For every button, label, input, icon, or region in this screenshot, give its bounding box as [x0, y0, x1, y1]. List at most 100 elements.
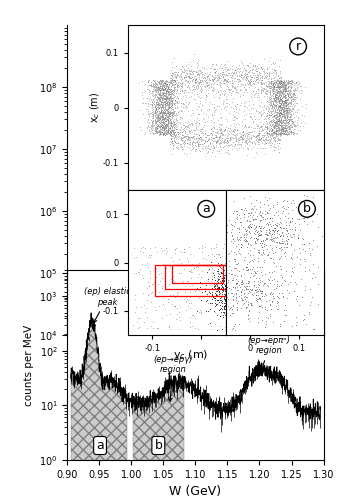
Point — [215, 87, 221, 95]
Point — [152, 80, 158, 88]
Point — [191, 135, 196, 143]
Point — [165, 112, 171, 120]
Point — [188, 268, 194, 276]
Point — [233, 286, 238, 294]
Point — [277, 111, 282, 119]
Point — [266, 80, 271, 88]
Point — [173, 123, 179, 131]
Point — [166, 96, 172, 104]
Point — [275, 72, 280, 80]
Point — [288, 105, 293, 113]
Point — [277, 102, 282, 110]
Point — [169, 130, 174, 138]
Point — [242, 132, 248, 140]
Point — [256, 274, 262, 282]
Point — [266, 129, 271, 137]
Point — [289, 124, 295, 132]
Point — [267, 226, 272, 234]
Point — [271, 126, 276, 134]
Point — [215, 267, 220, 275]
Point — [165, 86, 171, 94]
Point — [230, 324, 235, 332]
Point — [147, 88, 152, 96]
Point — [188, 140, 193, 147]
Point — [223, 81, 228, 89]
Point — [167, 130, 173, 138]
Point — [170, 145, 176, 153]
Point — [236, 278, 241, 286]
Point — [159, 110, 164, 118]
Point — [234, 312, 240, 320]
Point — [235, 298, 240, 306]
Point — [225, 65, 231, 73]
Point — [274, 126, 280, 134]
Point — [176, 108, 181, 116]
Point — [220, 284, 225, 292]
Point — [244, 104, 249, 112]
Point — [182, 246, 187, 254]
Point — [277, 223, 282, 231]
Point — [168, 110, 173, 118]
Point — [258, 78, 264, 86]
Point — [139, 76, 145, 84]
Point — [309, 274, 314, 282]
Point — [155, 121, 160, 129]
Point — [155, 86, 160, 94]
Point — [145, 78, 151, 86]
Point — [239, 286, 244, 294]
Point — [268, 76, 274, 84]
Point — [227, 308, 233, 316]
Point — [279, 98, 285, 106]
Point — [269, 230, 274, 238]
Point — [266, 118, 271, 126]
Point — [188, 62, 194, 70]
Point — [280, 81, 285, 89]
Point — [190, 75, 195, 83]
Point — [236, 248, 241, 256]
Point — [170, 127, 176, 135]
Point — [208, 298, 214, 306]
Point — [193, 82, 199, 90]
Point — [162, 109, 167, 117]
Point — [220, 73, 225, 81]
Point — [163, 90, 169, 98]
Point — [265, 201, 271, 209]
Point — [149, 102, 154, 110]
Point — [255, 295, 261, 303]
Point — [168, 118, 174, 126]
Point — [207, 138, 212, 146]
Point — [228, 274, 233, 281]
Point — [197, 86, 203, 94]
Point — [166, 78, 172, 86]
Point — [225, 273, 231, 281]
Point — [167, 99, 173, 107]
Point — [163, 90, 168, 98]
Point — [269, 113, 274, 121]
Point — [299, 90, 304, 98]
Point — [271, 211, 276, 219]
Point — [221, 274, 226, 281]
Point — [222, 282, 228, 290]
Point — [280, 88, 285, 96]
Point — [153, 84, 159, 92]
Point — [290, 119, 295, 127]
Point — [165, 110, 170, 118]
Point — [218, 128, 223, 136]
Point — [175, 130, 181, 138]
Point — [220, 279, 226, 287]
Point — [203, 288, 208, 296]
Point — [165, 104, 170, 112]
Point — [208, 129, 213, 137]
Point — [263, 115, 269, 123]
Point — [276, 83, 281, 91]
Point — [173, 86, 178, 94]
Point — [223, 136, 228, 144]
Point — [280, 98, 285, 106]
Point — [282, 78, 287, 86]
Point — [240, 132, 246, 140]
Point — [266, 231, 271, 239]
Point — [163, 106, 168, 114]
Point — [288, 130, 294, 138]
Point — [247, 281, 253, 289]
Point — [248, 134, 254, 142]
